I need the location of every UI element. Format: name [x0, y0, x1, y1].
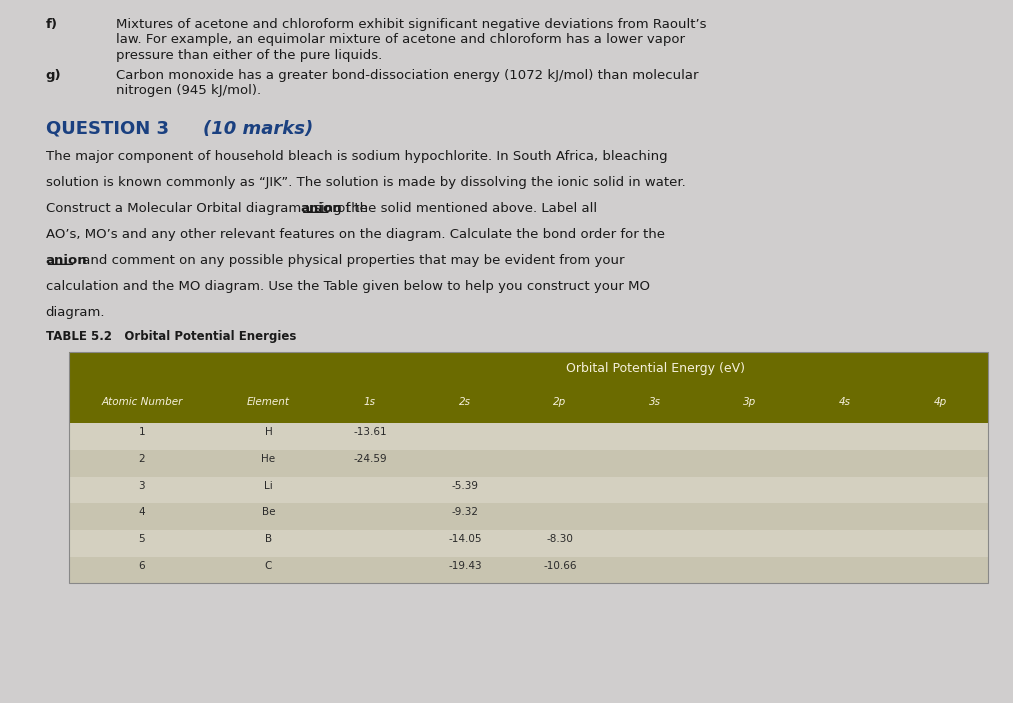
Text: AO’s, MO’s and any other relevant features on the diagram. Calculate the bond or: AO’s, MO’s and any other relevant featur…	[46, 228, 665, 240]
Text: -19.43: -19.43	[448, 561, 482, 571]
FancyBboxPatch shape	[69, 503, 988, 530]
Text: Be: Be	[261, 508, 276, 517]
Text: 3s: 3s	[649, 397, 661, 407]
Text: TABLE 5.2   Orbital Potential Energies: TABLE 5.2 Orbital Potential Energies	[46, 330, 296, 343]
Text: -5.39: -5.39	[452, 481, 478, 491]
Text: 2p: 2p	[553, 397, 566, 407]
Text: pressure than either of the pure liquids.: pressure than either of the pure liquids…	[116, 49, 383, 61]
Text: Orbital Potential Energy (eV): Orbital Potential Energy (eV)	[565, 362, 745, 375]
Text: Carbon monoxide has a greater bond-dissociation energy (1072 kJ/mol) than molecu: Carbon monoxide has a greater bond-disso…	[116, 69, 699, 82]
Text: -10.66: -10.66	[543, 561, 576, 571]
Text: -14.05: -14.05	[448, 534, 481, 544]
Text: 6: 6	[139, 561, 145, 571]
Text: 3: 3	[139, 481, 145, 491]
Text: of the solid mentioned above. Label all: of the solid mentioned above. Label all	[333, 202, 598, 214]
Text: 4p: 4p	[934, 397, 947, 407]
FancyBboxPatch shape	[69, 352, 988, 394]
Text: law. For example, an equimolar mixture of acetone and chloroform has a lower vap: law. For example, an equimolar mixture o…	[116, 33, 686, 46]
Text: -24.59: -24.59	[354, 454, 387, 464]
Text: anion: anion	[301, 202, 342, 214]
Text: solution is known commonly as “JIK”. The solution is made by dissolving the ioni: solution is known commonly as “JIK”. The…	[46, 176, 686, 188]
Text: -8.30: -8.30	[547, 534, 573, 544]
Text: 1s: 1s	[364, 397, 376, 407]
Text: g): g)	[46, 69, 61, 82]
Text: QUESTION 3: QUESTION 3	[46, 120, 175, 138]
Text: (10 marks): (10 marks)	[203, 120, 313, 138]
Text: The major component of household bleach is sodium hypochlorite. In South Africa,: The major component of household bleach …	[46, 150, 668, 162]
Text: 5: 5	[139, 534, 145, 544]
FancyBboxPatch shape	[69, 423, 988, 450]
FancyBboxPatch shape	[69, 557, 988, 583]
Text: C: C	[264, 561, 272, 571]
Text: B: B	[265, 534, 272, 544]
FancyBboxPatch shape	[69, 394, 988, 423]
FancyBboxPatch shape	[69, 477, 988, 503]
Text: 4s: 4s	[839, 397, 851, 407]
Text: -13.61: -13.61	[354, 427, 387, 437]
Text: Construct a Molecular Orbital diagram using the: Construct a Molecular Orbital diagram us…	[46, 202, 372, 214]
Text: Mixtures of acetone and chloroform exhibit significant negative deviations from : Mixtures of acetone and chloroform exhib…	[116, 18, 707, 30]
Text: -9.32: -9.32	[452, 508, 478, 517]
Text: He: He	[261, 454, 276, 464]
Text: calculation and the MO diagram. Use the Table given below to help you construct : calculation and the MO diagram. Use the …	[46, 280, 649, 292]
Text: 4: 4	[139, 508, 145, 517]
Text: Element: Element	[247, 397, 290, 407]
FancyBboxPatch shape	[69, 530, 988, 557]
Text: 3p: 3p	[744, 397, 757, 407]
Text: 1: 1	[139, 427, 145, 437]
FancyBboxPatch shape	[69, 450, 988, 477]
Text: H: H	[264, 427, 272, 437]
Text: 2s: 2s	[459, 397, 471, 407]
Text: and comment on any possible physical properties that may be evident from your: and comment on any possible physical pro…	[78, 254, 624, 266]
Text: Atomic Number: Atomic Number	[101, 397, 182, 407]
Text: anion: anion	[46, 254, 87, 266]
Text: f): f)	[46, 18, 58, 30]
Text: nitrogen (945 kJ/mol).: nitrogen (945 kJ/mol).	[116, 84, 261, 97]
Text: diagram.: diagram.	[46, 306, 105, 318]
Text: 2: 2	[139, 454, 145, 464]
Text: Li: Li	[264, 481, 272, 491]
